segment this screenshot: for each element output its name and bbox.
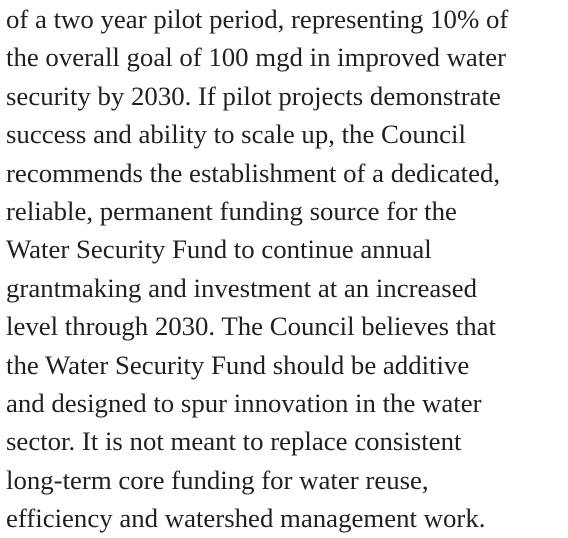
text-line: efficiency and watershed management work…	[6, 503, 486, 534]
text-line: success and ability to scale up, the Cou…	[6, 119, 466, 150]
text-line: security by 2030. If pilot projects demo…	[6, 80, 501, 111]
text-line: grantmaking and investment at an increas…	[6, 272, 478, 303]
text-line: of a two year pilot period, representing…	[6, 4, 509, 34]
text-line: reliable, permanent funding source for t…	[6, 195, 457, 226]
text-line: long-term core funding for water reuse,	[6, 464, 429, 495]
text-line: the overall goal of 100 mgd in improved …	[6, 42, 507, 73]
text-line: the Water Security Fund should be additi…	[6, 349, 470, 380]
text-line: sector. It is not meant to replace consi…	[6, 426, 462, 457]
text-line: level through 2030. The Council believes…	[6, 311, 496, 342]
text-line: recommends the establishment of a dedica…	[6, 157, 501, 188]
text-line: Water Security Fund to continue annual	[6, 234, 432, 265]
text-line: and designed to spur innovation in the w…	[6, 387, 482, 418]
